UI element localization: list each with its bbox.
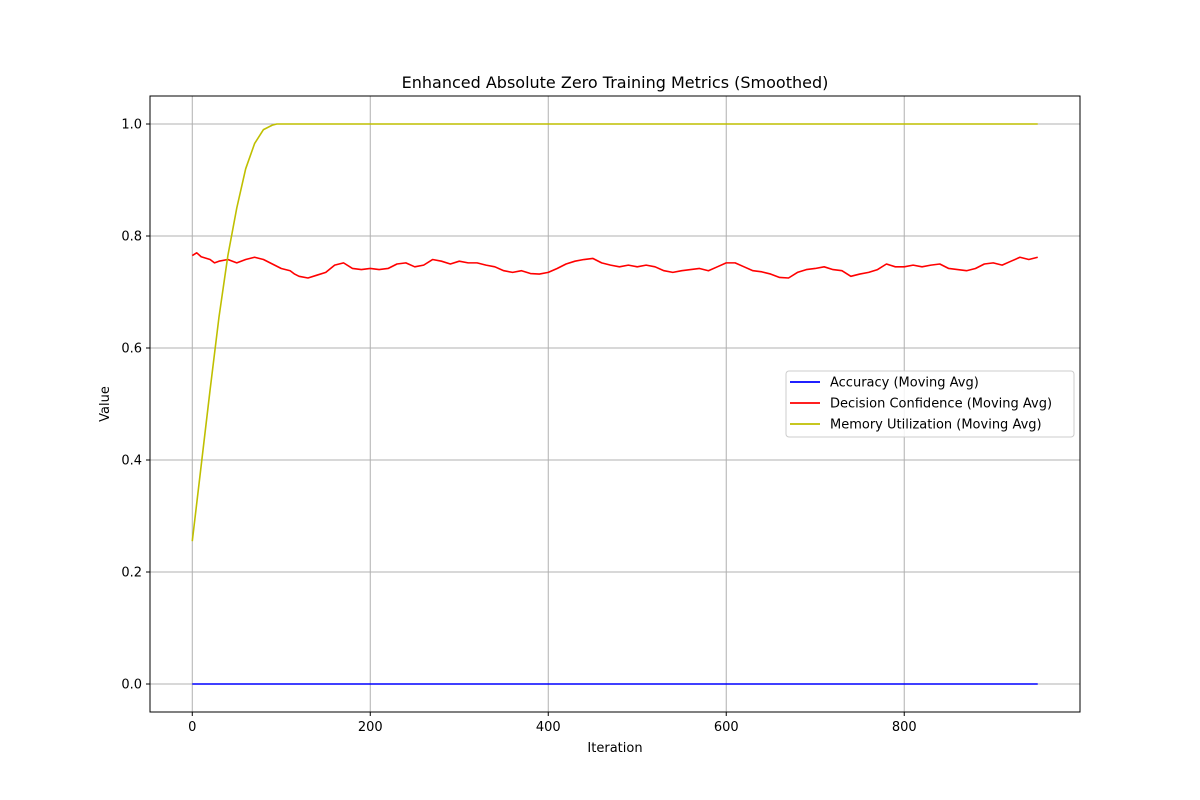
axis-ticks: 0 200 400 600 800 0.0 0.2 0.4 0.6 0.8 1.0 (121, 118, 916, 736)
chart-title: Enhanced Absolute Zero Training Metrics … (402, 73, 829, 92)
y-tick-label: 0.8 (121, 230, 142, 245)
series-line-memory-utilization-moving-avg (191, 123, 1038, 542)
series-line-decision-confidence-moving-avg (191, 252, 1038, 279)
x-tick-label: 0 (188, 720, 196, 735)
x-tick-label: 200 (358, 720, 383, 735)
legend-label-decision-confidence-moving-avg: Decision Confidence (Moving Avg) (830, 397, 1052, 412)
y-tick-label: 1.0 (121, 118, 142, 133)
legend: Accuracy (Moving Avg) Decision Confidence… (785, 370, 1075, 438)
y-axis-label: Value (98, 386, 113, 422)
x-axis-label: Iteration (587, 741, 642, 756)
x-tick-label: 600 (714, 720, 739, 735)
series-lines (191, 123, 1038, 685)
legend-label-accuracy-moving-avg: Accuracy (Moving Avg) (830, 376, 979, 391)
x-tick-label: 400 (536, 720, 561, 735)
legend-box (785, 370, 1075, 438)
plot-area-frame (149, 95, 1081, 713)
y-tick-label: 0.6 (121, 342, 142, 357)
x-tick-label: 800 (892, 720, 917, 735)
legend-label-memory-utilization-moving-avg: Memory Utilization (Moving Avg) (830, 418, 1042, 433)
y-tick-label: 0.4 (121, 454, 142, 469)
y-tick-label: 0.2 (121, 566, 142, 581)
y-tick-label: 0.0 (121, 678, 142, 693)
